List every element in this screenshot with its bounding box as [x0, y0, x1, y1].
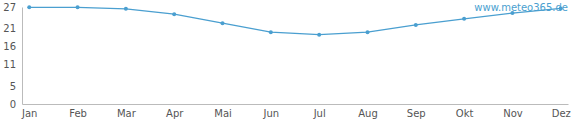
point: [365, 30, 369, 34]
x-tick: Sep: [407, 104, 426, 119]
x-tick: Nov: [503, 104, 523, 119]
x-tick-label: Sep: [407, 108, 426, 119]
y-tick: 0: [10, 99, 22, 110]
point: [27, 5, 31, 9]
x-tick-label: Nov: [503, 108, 523, 119]
x-axis-line: [23, 104, 569, 105]
annotation: www.meteo365.de: [474, 2, 568, 13]
x-tick: Apr: [166, 104, 184, 119]
x-tick-label: Jun: [263, 108, 280, 119]
y-axis: 0 5 11 16 21 27: [3, 2, 22, 110]
y-tick: 5: [10, 81, 22, 92]
y-tick: 21: [3, 23, 22, 34]
x-tick: Mar: [117, 104, 137, 119]
x-tick: Mai: [214, 104, 232, 119]
y-tick: 11: [3, 59, 22, 70]
point: [317, 33, 321, 37]
point: [462, 17, 466, 21]
y-tick-label: 16: [3, 41, 16, 52]
x-tick-label: Feb: [69, 108, 87, 119]
y-tick-label: 0: [10, 99, 16, 110]
x-tick: Okt: [456, 104, 474, 119]
x-tick: Jun: [263, 104, 280, 119]
y-tick: 16: [3, 41, 22, 52]
point: [414, 23, 418, 27]
chart: 0 5 11 16 21 27 Jan Feb Mar Apr Mai Jun Jul Aug Sep Okt…: [0, 0, 576, 120]
x-tick: Dez: [552, 104, 571, 119]
x-tick: Feb: [69, 104, 87, 119]
y-tick: 27: [3, 2, 22, 13]
x-tick-label: Mar: [117, 108, 137, 119]
point: [172, 12, 176, 16]
x-tick: Jul: [313, 104, 326, 119]
y-axis-line: [22, 8, 23, 105]
y-tick-label: 11: [3, 59, 16, 70]
point: [221, 21, 225, 25]
x-tick-label: Jul: [313, 108, 326, 119]
x-tick: Aug: [358, 104, 378, 119]
y-tick-label: 21: [3, 23, 16, 34]
x-tick: Jan: [21, 104, 37, 119]
point: [269, 30, 273, 34]
x-tick-label: Aug: [358, 108, 378, 119]
y-tick-label: 5: [10, 81, 16, 92]
x-tick-label: Mai: [214, 108, 232, 119]
x-tick-label: Jan: [21, 108, 37, 119]
x-axis: Jan Feb Mar Apr Mai Jun Jul Aug Sep Okt Nov Dez: [21, 104, 571, 119]
x-tick-label: Dez: [552, 108, 571, 119]
point: [124, 7, 128, 11]
x-tick-label: Okt: [456, 108, 474, 119]
x-tick-label: Apr: [166, 108, 184, 119]
y-tick-label: 27: [3, 2, 16, 13]
point: [76, 5, 80, 9]
